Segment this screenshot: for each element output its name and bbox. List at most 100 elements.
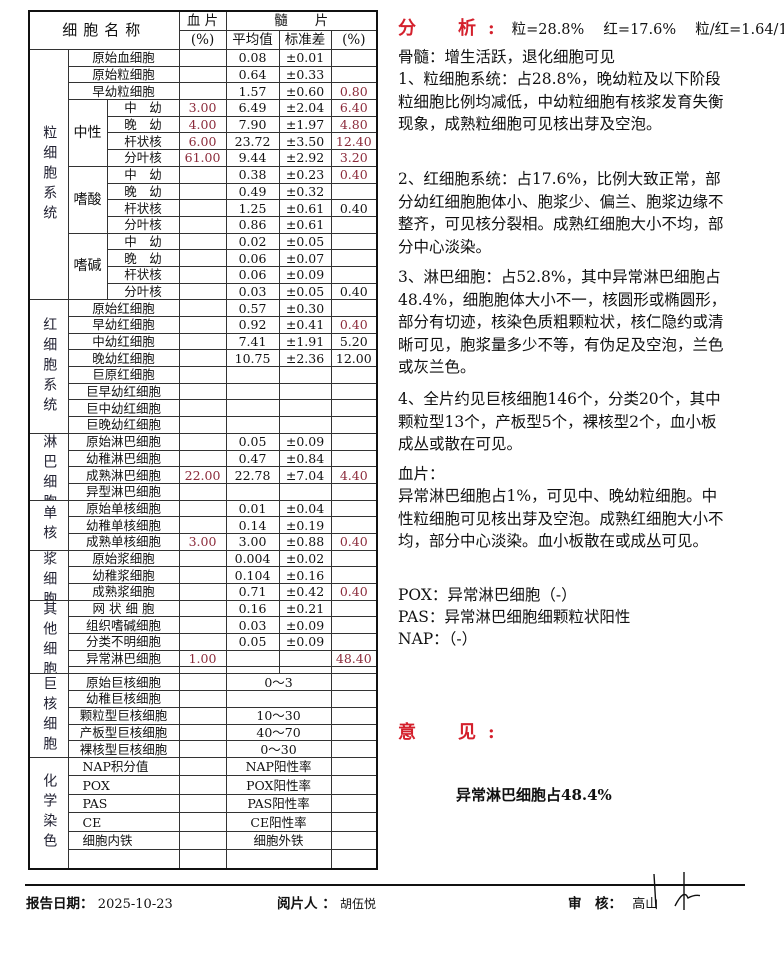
cell-name: 杆状核 (106, 199, 180, 217)
table-subheader-row: (%) 平均值 标准差 (%) (29, 30, 378, 50)
mean-value: 0.004 (225, 549, 280, 568)
group-label: 浆细胞 (28, 549, 69, 601)
mean-value: 1.25 (225, 199, 280, 217)
sd-value (278, 399, 332, 418)
stain-label-2: PAS阳性率 (225, 793, 332, 814)
blood-value (178, 65, 227, 84)
stain-label-2 (225, 849, 332, 870)
stain-value (178, 793, 227, 814)
sd-value: ±2.36 (278, 349, 332, 368)
group-label: 粒细胞系统 (28, 48, 69, 301)
report-date-label: 报告日期： (26, 896, 94, 912)
sd-value: ±2.92 (278, 149, 332, 167)
table-row: 浆细胞 原始浆细胞 0.004 ±0.02 (28, 549, 378, 601)
stain-value-2 (330, 756, 378, 777)
analysis-paragraph-3: 3、淋巴细胞：占52.8%，其中异常淋巴细胞占48.4%，细胞胞体大小不一，核圆… (398, 268, 727, 377)
mean-value: 23.72 (225, 132, 280, 151)
blood-value (178, 399, 227, 418)
stain-value-2 (330, 830, 378, 851)
reader: 阅片人 ： 胡伍悦 (277, 892, 376, 912)
mean-value: 0.03 (225, 616, 280, 635)
blood-value (178, 516, 227, 534)
mean-value (225, 366, 280, 384)
cell-name: 晚 幼 (106, 249, 180, 267)
marrow-value (330, 416, 378, 434)
cell-name: 幼稚浆细胞 (67, 566, 180, 584)
stain-value-2 (330, 775, 378, 795)
table-row: 异型淋巴细胞 (29, 482, 378, 501)
group-label: 红细胞系统 (28, 299, 69, 434)
mean-value: 0.05 (225, 633, 280, 651)
cell-name: 原始红细胞 (67, 299, 180, 317)
blood-value (178, 182, 227, 201)
blood-value: 3.00 (178, 532, 227, 551)
blood-value (178, 599, 227, 618)
reference-range: 40～70 (225, 723, 332, 742)
cell-name: 巨早幼红细胞 (67, 382, 180, 401)
bone-marrow-cell-table: 细胞名称 血 片 髓 片 (%) 平均值 标准差 (%) 粒细胞系统 原始血细胞 0… (28, 10, 379, 870)
blood-value (178, 432, 227, 451)
header-marrow-unit: (%) (330, 30, 378, 50)
cell-name: 杆状核 (106, 265, 180, 284)
marrow-value: 0.40 (330, 532, 378, 551)
table-row: 裸核型巨核细胞 0～30 (29, 740, 378, 758)
cell-name: 幼稚单核细胞 (67, 516, 180, 534)
blood-value (178, 199, 227, 217)
table-row: 晚 幼 4.00 7.90 ±1.97 4.80 (29, 115, 378, 134)
blood-smear-text: 异常淋巴细胞占1%，可见中、晚幼粒细胞。中性粒细胞可见核出芽及空泡。成熟红细胞大… (398, 487, 724, 551)
blood-value (178, 416, 227, 434)
blood-value (178, 232, 227, 251)
sd-value: ±0.23 (278, 165, 332, 184)
mean-value: 0.92 (225, 316, 280, 334)
analysis-paragraph-2: 2、红细胞系统：占17.6%，比例大致正常，部分幼红细胞胞体小、胞浆少、偏兰、胞… (398, 170, 724, 256)
blood-value (178, 165, 227, 184)
cell-name: 巨晚幼红细胞 (67, 416, 180, 434)
sd-value: ±0.21 (278, 599, 332, 618)
sd-value: ±0.09 (278, 616, 332, 635)
cell-name: 晚幼红细胞 (67, 349, 180, 368)
mean-value (225, 649, 280, 668)
marrow-value (330, 690, 378, 708)
sd-value: ±0.61 (278, 199, 332, 217)
mean-value: 0.104 (225, 566, 280, 584)
cell-name: 原始淋巴细胞 (67, 432, 180, 451)
cell-name: 异常淋巴细胞 (67, 649, 180, 668)
report-date: 报告日期： 2025-10-23 (26, 892, 173, 912)
table-row: 巨早幼红细胞 (29, 382, 378, 401)
blood-value (178, 265, 227, 284)
analysis-heading-line: 分 析: 粒=28.8% 红=17.6% 粒/红=1.64/1 (398, 18, 784, 42)
cell-name: 中幼红细胞 (67, 332, 180, 351)
marrow-value (330, 673, 378, 692)
table-row: 分叶核 61.00 9.44 ±2.92 3.20 (29, 149, 378, 167)
stain-value (178, 812, 227, 832)
blood-value (178, 583, 227, 601)
cell-name: 幼稚淋巴细胞 (67, 449, 180, 468)
marrow-value (330, 449, 378, 468)
report-date-value: 2025-10-23 (97, 897, 173, 912)
table-row: 早幼粒细胞 1.57 ±0.60 0.80 (29, 82, 378, 101)
stain-value (178, 849, 227, 870)
stain-value-2 (330, 793, 378, 814)
header-blood: 血 片 (178, 10, 227, 31)
stain-row (29, 849, 378, 870)
table-row: 杆状核 6.00 23.72 ±3.50 12.40 (29, 132, 378, 151)
group-label: 化学染色 (28, 756, 69, 870)
pas-result: PAS：异常淋巴细胞细颗粒状阳性 (398, 608, 631, 626)
marrow-value (330, 49, 378, 67)
table-row: 原始粒细胞 0.64 ±0.33 (29, 65, 378, 84)
blood-value: 22.00 (178, 466, 227, 484)
marrow-value: 3.20 (330, 149, 378, 167)
table-row: 幼稚巨核细胞 (29, 690, 378, 708)
marrow-value (330, 382, 378, 401)
sd-value (278, 366, 332, 384)
header-mean: 平均值 (225, 30, 280, 50)
reviewer-name: 高山 (632, 897, 659, 912)
marrow-value (330, 723, 378, 742)
nap-result: NAP：（-） (398, 630, 478, 648)
empty-cell (330, 666, 378, 675)
blood-value (178, 499, 227, 518)
analysis-paragraph-4: 4、全片约见巨核细胞146个，分类20个，其中颗粒型13个，产板型5个，裸核型2… (398, 390, 721, 454)
marrow-value (330, 599, 378, 618)
table-row: 幼稚淋巴细胞 0.47 ±0.84 (29, 449, 378, 468)
blood-value (178, 723, 227, 742)
